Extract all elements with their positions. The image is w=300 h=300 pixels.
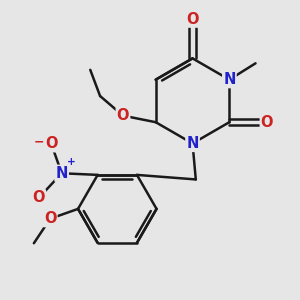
- Text: O: O: [186, 12, 199, 27]
- Text: O: O: [44, 211, 56, 226]
- Text: N: N: [56, 166, 68, 181]
- Text: N: N: [223, 72, 236, 87]
- Text: O: O: [117, 108, 129, 123]
- Text: −: −: [34, 136, 44, 149]
- Text: O: O: [46, 136, 58, 151]
- Text: +: +: [67, 157, 75, 167]
- Text: O: O: [32, 190, 45, 205]
- Text: O: O: [261, 115, 273, 130]
- Text: N: N: [186, 136, 199, 151]
